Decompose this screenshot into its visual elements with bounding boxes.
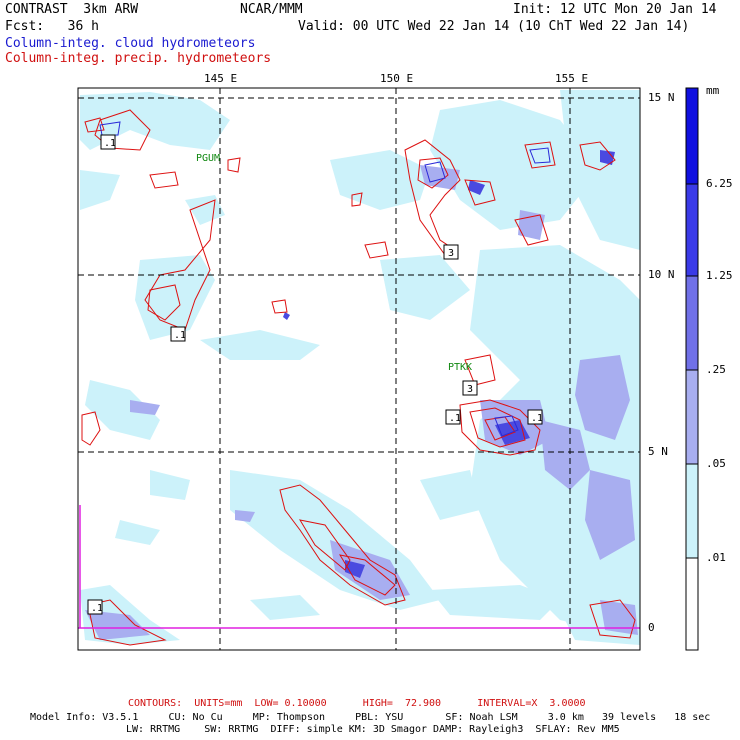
colorbar xyxy=(685,87,699,651)
colorbar-level-0-25: .25 xyxy=(706,363,726,376)
title-center: NCAR/MMM xyxy=(240,2,303,17)
lon-label-155: 155 E xyxy=(555,72,589,85)
lat-label-10n: 10 N xyxy=(648,268,675,281)
field-cloud-label: Column-integ. cloud hydrometeors xyxy=(5,36,256,51)
colorbar-level-0-05: .05 xyxy=(706,457,726,470)
map-frame xyxy=(77,87,641,651)
station-ptkk: PTKK xyxy=(448,362,472,373)
contour-label: .1 xyxy=(104,138,116,149)
contour-label: .1 xyxy=(531,413,543,424)
contour-label: .1 xyxy=(174,330,186,341)
valid-time: Valid: 00 UTC Wed 22 Jan 14 (10 ChT Wed … xyxy=(298,19,690,34)
station-pgum: PGUM xyxy=(196,153,220,164)
lat-label-0: 0 xyxy=(648,621,655,634)
colorbar-level-1-25: 1.25 xyxy=(706,269,733,282)
field-precip-label: Column-integ. precip. hydrometeors xyxy=(5,51,272,66)
colorbar-unit: mm xyxy=(706,84,720,97)
precip-contours xyxy=(81,109,636,646)
contour-label: .1 xyxy=(449,413,461,424)
model-info-line1: Model Info: V3.5.1 CU: No Cu MP: Thompso… xyxy=(30,712,711,723)
colorbar-level-0-01: .01 xyxy=(706,551,726,564)
lon-label-145: 145 E xyxy=(204,72,238,85)
contour-label: 3 xyxy=(448,248,454,259)
lon-label-150: 150 E xyxy=(380,72,414,85)
domain-boundary xyxy=(78,505,640,629)
init-time: Init: 12 UTC Mon 20 Jan 14 xyxy=(513,2,717,17)
forecast-hour: Fcst: 36 h xyxy=(5,19,99,34)
contour-label: .1 xyxy=(91,603,103,614)
contour-label: 3 xyxy=(467,384,473,395)
lat-label-5n: 5 N xyxy=(648,445,668,458)
model-info-line2: LW: RRTMG SW: RRTMG DIFF: simple KM: 3D … xyxy=(126,724,620,735)
lat-label-15n: 15 N xyxy=(648,91,675,104)
contour-info: CONTOURS: UNITS=mm LOW= 0.10000 HIGH= 72… xyxy=(128,698,586,709)
cloud-contours xyxy=(99,121,551,437)
contour-label-boxes: .1 .1 3 .1 3 .1 .1 xyxy=(87,134,543,615)
title-left: CONTRAST 3km ARW xyxy=(5,2,139,17)
station-markers: PGUM PTKK xyxy=(196,153,472,373)
colorbar-level-6-25: 6.25 xyxy=(706,177,733,190)
